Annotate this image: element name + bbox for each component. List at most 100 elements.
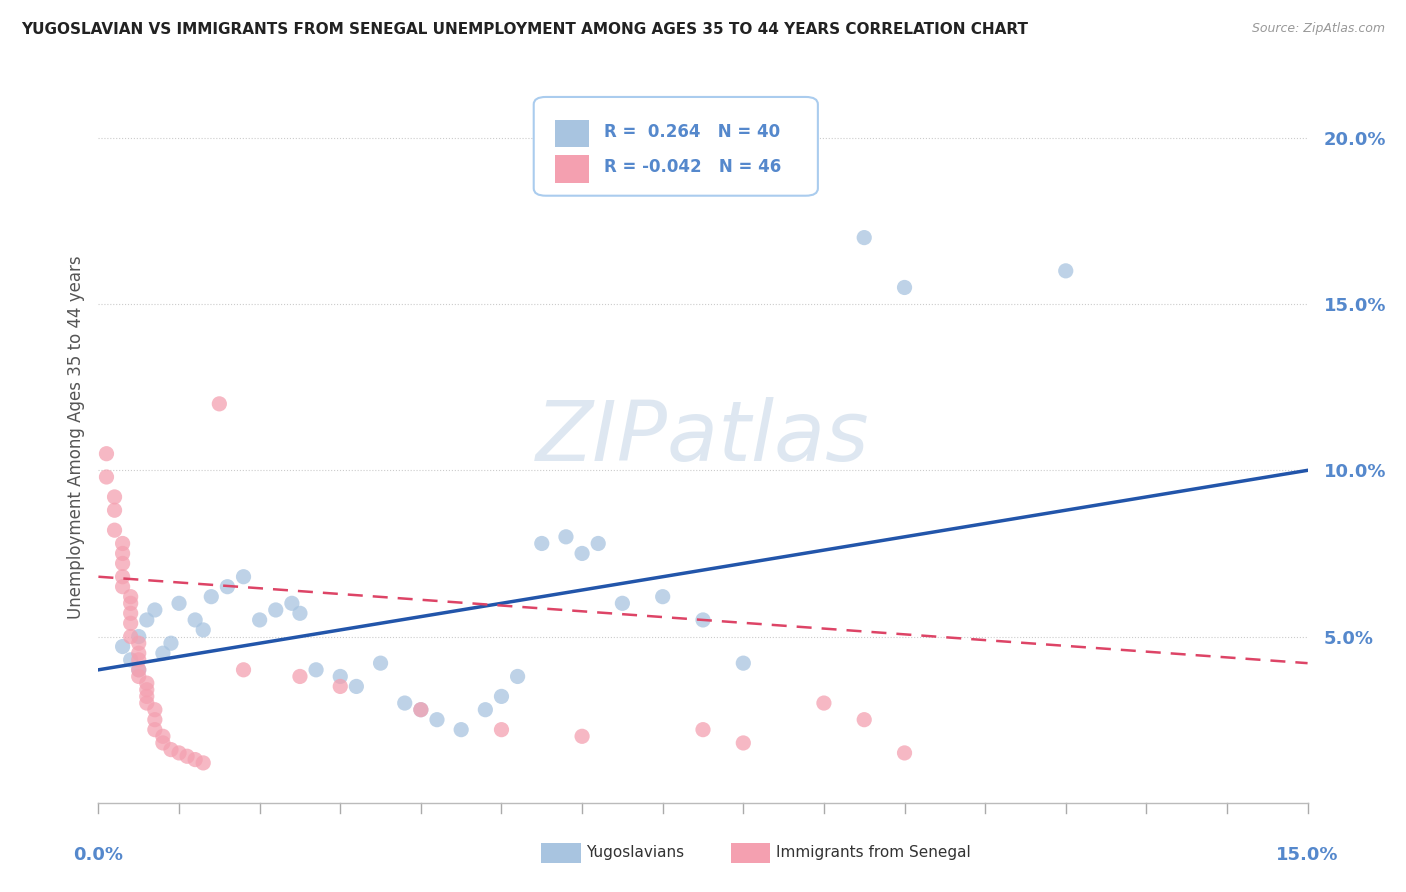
Point bbox=[450, 723, 472, 737]
Point bbox=[120, 607, 142, 621]
Point bbox=[555, 530, 578, 544]
Point bbox=[135, 676, 157, 690]
Point bbox=[120, 590, 142, 604]
Text: Yugoslavians: Yugoslavians bbox=[586, 846, 685, 860]
Point bbox=[167, 596, 190, 610]
Point bbox=[184, 613, 207, 627]
Point bbox=[143, 723, 166, 737]
Point bbox=[128, 636, 150, 650]
Point bbox=[305, 663, 328, 677]
FancyBboxPatch shape bbox=[541, 843, 581, 863]
Point bbox=[184, 753, 207, 767]
Point bbox=[329, 680, 352, 694]
Point bbox=[103, 523, 125, 537]
Point bbox=[103, 503, 125, 517]
Point bbox=[152, 729, 174, 743]
Point bbox=[135, 613, 157, 627]
Point bbox=[491, 723, 513, 737]
Point bbox=[111, 640, 134, 654]
Text: Immigrants from Senegal: Immigrants from Senegal bbox=[776, 846, 972, 860]
Point bbox=[733, 656, 755, 670]
Point bbox=[160, 636, 183, 650]
Point bbox=[96, 470, 118, 484]
Text: Source: ZipAtlas.com: Source: ZipAtlas.com bbox=[1251, 22, 1385, 36]
Point bbox=[612, 596, 634, 610]
Point bbox=[152, 646, 174, 660]
Point bbox=[111, 557, 134, 571]
Point bbox=[249, 613, 271, 627]
Point bbox=[571, 546, 593, 560]
Point bbox=[530, 536, 553, 550]
Point bbox=[586, 536, 609, 550]
Point bbox=[135, 690, 157, 704]
Point bbox=[232, 663, 254, 677]
Point bbox=[409, 703, 432, 717]
FancyBboxPatch shape bbox=[555, 154, 589, 183]
Point bbox=[281, 596, 304, 610]
Point bbox=[474, 703, 496, 717]
Point bbox=[103, 490, 125, 504]
Point bbox=[120, 596, 142, 610]
FancyBboxPatch shape bbox=[731, 843, 770, 863]
Point bbox=[120, 630, 142, 644]
Point bbox=[264, 603, 287, 617]
Point bbox=[128, 653, 150, 667]
Point bbox=[193, 756, 215, 770]
Text: 15.0%: 15.0% bbox=[1277, 846, 1339, 864]
Point bbox=[143, 603, 166, 617]
Point bbox=[733, 736, 755, 750]
Point bbox=[160, 742, 183, 756]
Point bbox=[893, 746, 915, 760]
Point bbox=[217, 580, 239, 594]
Text: ZIPatlas: ZIPatlas bbox=[536, 397, 870, 477]
Point bbox=[111, 546, 134, 560]
Point bbox=[200, 590, 222, 604]
Point bbox=[370, 656, 392, 670]
Point bbox=[111, 536, 134, 550]
Point bbox=[344, 680, 367, 694]
Point bbox=[426, 713, 449, 727]
Point bbox=[111, 580, 134, 594]
Point bbox=[128, 630, 150, 644]
Point bbox=[143, 713, 166, 727]
Point bbox=[506, 669, 529, 683]
Point bbox=[692, 613, 714, 627]
FancyBboxPatch shape bbox=[555, 120, 589, 147]
Point bbox=[128, 646, 150, 660]
Point bbox=[120, 616, 142, 631]
Point bbox=[143, 703, 166, 717]
Point bbox=[111, 570, 134, 584]
Point bbox=[208, 397, 231, 411]
Point bbox=[491, 690, 513, 704]
Point bbox=[329, 669, 352, 683]
Point bbox=[692, 723, 714, 737]
Y-axis label: Unemployment Among Ages 35 to 44 years: Unemployment Among Ages 35 to 44 years bbox=[66, 255, 84, 619]
Point bbox=[1054, 264, 1077, 278]
Point bbox=[853, 713, 876, 727]
Point bbox=[813, 696, 835, 710]
Text: 0.0%: 0.0% bbox=[73, 846, 124, 864]
Point bbox=[152, 736, 174, 750]
Point bbox=[651, 590, 673, 604]
Point bbox=[128, 663, 150, 677]
Point bbox=[135, 696, 157, 710]
Point bbox=[193, 623, 215, 637]
Text: R = -0.042   N = 46: R = -0.042 N = 46 bbox=[603, 158, 782, 177]
Point bbox=[288, 607, 311, 621]
Point bbox=[167, 746, 190, 760]
Point bbox=[288, 669, 311, 683]
Point bbox=[176, 749, 198, 764]
Text: R =  0.264   N = 40: R = 0.264 N = 40 bbox=[603, 123, 780, 141]
Point bbox=[128, 669, 150, 683]
Text: YUGOSLAVIAN VS IMMIGRANTS FROM SENEGAL UNEMPLOYMENT AMONG AGES 35 TO 44 YEARS CO: YUGOSLAVIAN VS IMMIGRANTS FROM SENEGAL U… bbox=[21, 22, 1028, 37]
FancyBboxPatch shape bbox=[534, 97, 818, 195]
Point bbox=[394, 696, 416, 710]
Point bbox=[232, 570, 254, 584]
Point bbox=[128, 663, 150, 677]
Point bbox=[853, 230, 876, 244]
Point bbox=[893, 280, 915, 294]
Point bbox=[571, 729, 593, 743]
Point bbox=[96, 447, 118, 461]
Point bbox=[120, 653, 142, 667]
Point bbox=[135, 682, 157, 697]
